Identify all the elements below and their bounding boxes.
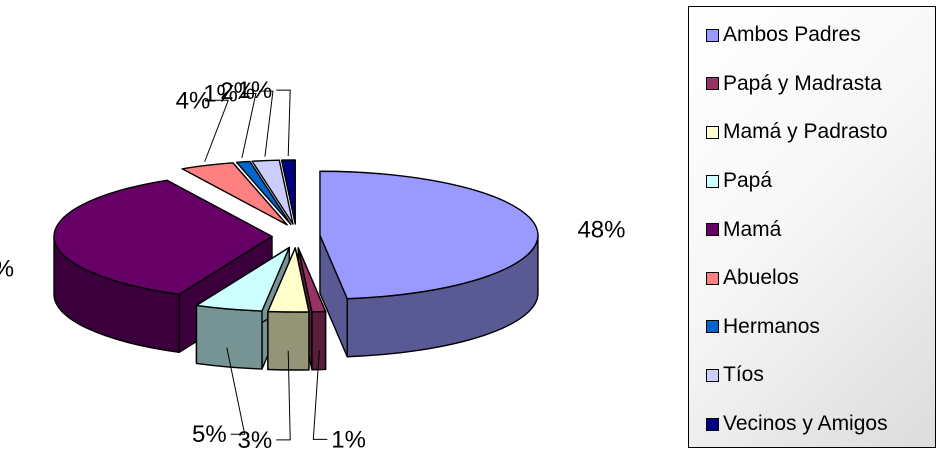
pie-slice-tios (251, 159, 294, 225)
data-label-hermanos: 1% (203, 81, 238, 108)
leader-line-papa (226, 347, 246, 435)
pie-slice-hermanos (235, 160, 292, 225)
legend-label: Papá (723, 169, 773, 193)
legend-item-papa-y-madrasta: Papá y Madrasta (689, 60, 935, 109)
legend-item-mama-y-padrasto: Mamá y Padrasto (689, 108, 935, 157)
pie-slice-vecinos-y-amigos (280, 159, 296, 225)
legend-label: Mamá (723, 217, 782, 241)
legend-label: Vecinos y Amigos (723, 412, 888, 436)
pie-slice-ambos-padres (319, 170, 539, 358)
leader-line-tios (258, 90, 274, 157)
data-label-vecinos-y-amigos: 1% (238, 77, 273, 104)
legend-swatch (706, 77, 719, 91)
data-label-tios: 2% (220, 78, 255, 105)
data-label-papa: 5% (192, 421, 227, 448)
legend-item-ambos-padres: Ambos Padres (689, 11, 935, 60)
legend-item-tios: Tíos (689, 351, 935, 400)
pie-chart: 48%1%3%5%35%4%1%2%1% (0, 77, 625, 454)
legend-item-abuelos: Abuelos (689, 254, 935, 303)
leader-line-abuelos (204, 99, 230, 162)
leader-line-mama-y-padrasto (276, 350, 291, 441)
legend-swatch (706, 320, 719, 334)
data-label-papa-y-madrasta: 1% (331, 426, 366, 453)
legend-label: Mamá y Padrasto (723, 120, 888, 144)
legend-label: Abuelos (723, 266, 799, 290)
legend-swatch (706, 271, 719, 285)
legend-item-mama: Mamá (689, 205, 935, 254)
legend-swatch (706, 368, 719, 382)
legend-swatch (706, 28, 719, 42)
legend-swatch (706, 125, 719, 139)
legend-item-papa: Papá (689, 157, 935, 206)
legend-swatch (706, 174, 719, 188)
leader-line-vecinos-y-amigos (276, 89, 291, 157)
data-label-ambos-padres: 48% (577, 216, 625, 243)
legend-label: Hermanos (723, 314, 820, 338)
legend-swatch (706, 417, 719, 431)
legend-label: Tíos (723, 363, 764, 387)
legend-item-vecinos-y-amigos: Vecinos y Amigos (689, 400, 935, 449)
chart-legend: Ambos Padres Papá y Madrasta Mamá y Padras… (688, 6, 936, 448)
legend-label: Papá y Madrasta (723, 71, 882, 95)
data-label-mama: 35% (0, 255, 14, 282)
leader-line-hermanos (241, 93, 257, 159)
pie-slice-abuelos (181, 162, 288, 226)
pie-slice-mama-y-padrasto (267, 247, 310, 371)
legend-item-hermanos: Hermanos (689, 303, 935, 352)
legend-swatch (706, 223, 719, 237)
legend-label: Ambos Padres (723, 23, 861, 47)
leader-line-papa-y-madrasta (312, 350, 328, 440)
data-label-abuelos: 4% (176, 87, 211, 114)
data-label-mama-y-padrasto: 3% (238, 427, 273, 454)
